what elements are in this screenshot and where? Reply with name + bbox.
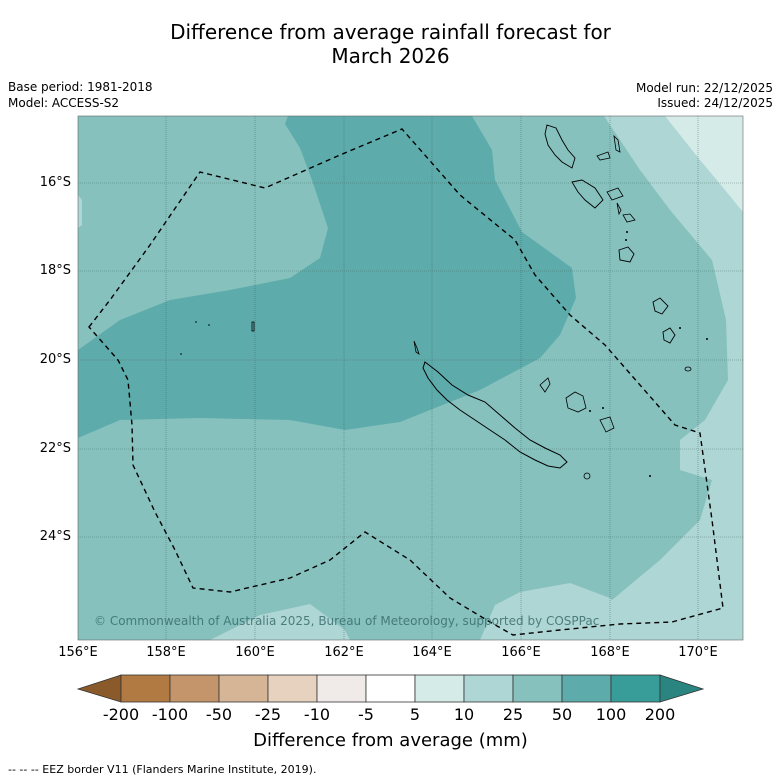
colorbar-tick: 100 xyxy=(595,705,627,724)
colorbar xyxy=(76,674,705,703)
map-title-line-2: March 2026 xyxy=(331,44,450,68)
map-panel xyxy=(78,116,743,640)
model-run: Model run: 22/12/2025 xyxy=(635,81,773,95)
eez-border xyxy=(88,128,724,636)
colorbar-tick: 5 xyxy=(409,705,421,724)
lat-label-18s: 18°S xyxy=(39,263,71,278)
lifou-island xyxy=(565,391,587,413)
lon-label-158e: 158°E xyxy=(146,645,186,660)
colorbar-tick: 50 xyxy=(551,705,573,724)
aneityum-island xyxy=(684,366,692,372)
colorbar-tick: 25 xyxy=(502,705,524,724)
ambrym-island xyxy=(606,187,624,201)
new-caledonia-island xyxy=(422,361,568,469)
colorbar-extend-min xyxy=(76,674,122,703)
colorbar-tick: -5 xyxy=(358,705,374,724)
colorbar-tick: -100 xyxy=(151,705,189,724)
maewo-island xyxy=(596,151,611,161)
lon-label-166e: 166°E xyxy=(501,645,541,660)
chesterfield-reef xyxy=(251,321,255,332)
erromango-island xyxy=(652,297,669,315)
eez-legend-dash: -- -- xyxy=(8,763,28,776)
lat-label-20s: 20°S xyxy=(39,352,71,367)
issued-date: Issued: 24/12/2025 xyxy=(657,96,773,110)
lon-label-168e: 168°E xyxy=(590,645,630,660)
band-50-100 xyxy=(78,116,576,438)
colorbar-cell-6 xyxy=(365,674,416,703)
map-copyright: © Commonwealth of Australia 2025, Bureau… xyxy=(94,614,600,628)
colorbar-cell-10 xyxy=(561,674,612,703)
colorbar-cell-5 xyxy=(316,674,367,703)
colorbar-label: Difference from average (mm) xyxy=(253,730,528,751)
lon-label-164e: 164°E xyxy=(412,645,452,660)
lat-label-22s: 22°S xyxy=(39,441,71,456)
lat-label-16s: 16°S xyxy=(39,175,71,190)
lon-label-162e: 162°E xyxy=(324,645,364,660)
model-name: Model: ACCESS-S2 xyxy=(8,96,120,110)
band-10-25-south xyxy=(480,583,650,640)
colorbar-cell-2 xyxy=(169,674,220,703)
lon-label-156e: 156°E xyxy=(58,645,98,660)
lon-label-160e: 160°E xyxy=(235,645,275,660)
lat-label-24s: 24°S xyxy=(39,529,71,544)
tanna-island xyxy=(662,327,676,344)
colorbar-cell-7 xyxy=(414,674,465,703)
colorbar-cell-3 xyxy=(218,674,269,703)
mare-island xyxy=(599,416,615,433)
colorbar-tick: -50 xyxy=(205,705,233,724)
eez-legend-text: -- EEZ border V11 (Flanders Marine Insti… xyxy=(30,763,317,776)
colorbar-cell-1 xyxy=(120,674,171,703)
colorbar-cell-8 xyxy=(463,674,514,703)
malakula-island xyxy=(571,179,604,209)
base-period: Base period: 1981-2018 xyxy=(8,80,153,94)
isle-of-pines xyxy=(583,472,591,480)
eez-legend: -- -- -- EEZ border V11 (Flanders Marine… xyxy=(8,763,316,777)
epi-island xyxy=(616,202,622,216)
colorbar-cell-9 xyxy=(512,674,563,703)
ouvea-island xyxy=(539,377,551,393)
ambae-island xyxy=(613,134,621,153)
colorbar-tick: -25 xyxy=(254,705,282,724)
colorbar-tick: -200 xyxy=(102,705,140,724)
efate-island xyxy=(618,246,635,263)
colorbar-tick: 200 xyxy=(644,705,676,724)
band-5-10-northeast xyxy=(665,116,743,212)
band-10-25-southwest xyxy=(210,604,350,640)
belep-islands xyxy=(413,340,420,355)
map-frame xyxy=(77,115,744,641)
map-title-line-1: Difference from average rainfall forecas… xyxy=(170,20,611,44)
graticule xyxy=(78,116,743,640)
band-10-25-west-notch xyxy=(78,195,82,228)
colorbar-tick: 10 xyxy=(453,705,475,724)
shepherd-islands xyxy=(622,213,636,223)
colorbar-tick: -10 xyxy=(303,705,331,724)
colorbar-cell-4 xyxy=(267,674,318,703)
colorbar-extend-max xyxy=(659,674,705,703)
espiritu-santo-island xyxy=(544,124,576,169)
colorbar-cell-11 xyxy=(610,674,661,703)
lon-label-170e: 170°E xyxy=(678,645,718,660)
